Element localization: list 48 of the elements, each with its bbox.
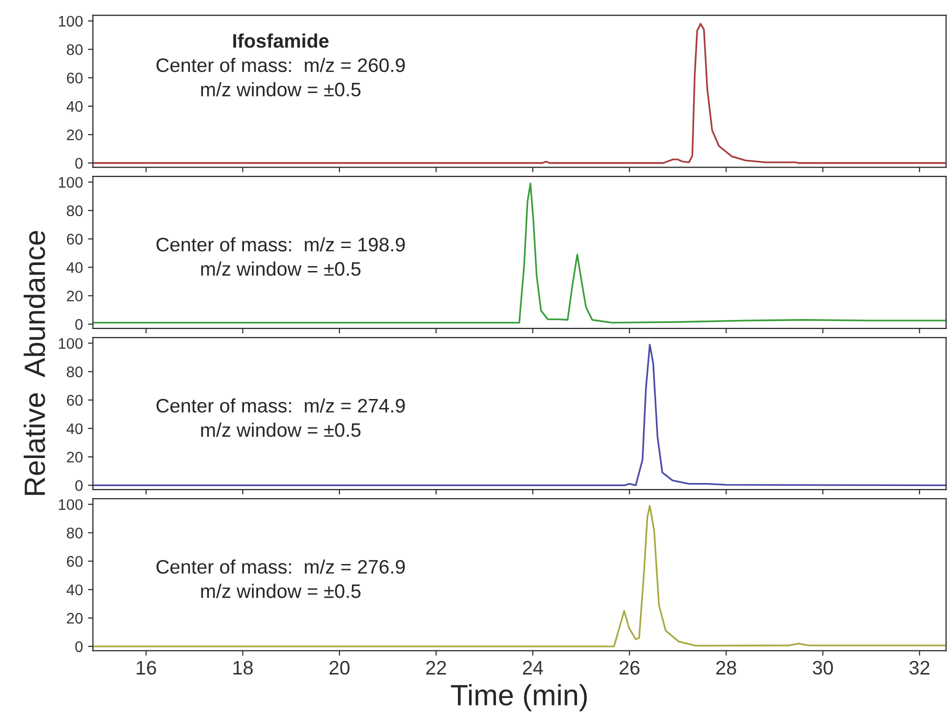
y-tick-label: 100 bbox=[58, 176, 83, 188]
line-series bbox=[92, 22, 946, 164]
y-tick-label: 60 bbox=[66, 556, 83, 567]
y-tick-label: 40 bbox=[66, 262, 83, 274]
y-tick-label: 100 bbox=[58, 499, 83, 510]
y-tick-label: 60 bbox=[66, 72, 83, 84]
annotation: m/z window = ±0.5 bbox=[201, 584, 361, 598]
annotation: m/z window = ±0.5 bbox=[201, 82, 361, 96]
annotation: Center of mass: m/z = 198.9 bbox=[156, 237, 405, 252]
annotation: m/z window = ±0.5 bbox=[201, 422, 361, 437]
y-tick-label: 60 bbox=[66, 234, 83, 245]
y-tick-label: 20 bbox=[66, 129, 83, 140]
annotation: m/z window = ±0.5 bbox=[201, 262, 361, 276]
line-series bbox=[92, 344, 946, 486]
y-tick-label: 20 bbox=[66, 290, 83, 302]
y-tick-label: 0 bbox=[75, 480, 83, 491]
line-series bbox=[92, 182, 946, 324]
y-tick-label: 80 bbox=[66, 44, 83, 56]
y-tick-label: 20 bbox=[66, 452, 83, 463]
y-tick-label: 100 bbox=[58, 16, 83, 27]
x-tick-label: 24 bbox=[522, 660, 544, 674]
x-tick-label: 22 bbox=[426, 660, 446, 674]
y-tick-label: 0 bbox=[75, 158, 83, 169]
x-tick-label: 28 bbox=[716, 660, 736, 675]
x-tick-label: 30 bbox=[812, 660, 833, 675]
y-axis-title: Relative Abundance bbox=[24, 231, 46, 495]
annotation: Center of mass: m/z = 274.9 bbox=[156, 398, 405, 413]
annotation: Center of mass: m/z = 276.9 bbox=[156, 559, 405, 574]
x-tick-label: 16 bbox=[136, 660, 156, 675]
x-tick-label: 20 bbox=[330, 660, 350, 675]
y-tick-label: 40 bbox=[66, 584, 83, 596]
annotation: Center of mass: m/z = 260.9 bbox=[156, 58, 405, 72]
y-tick-label: 80 bbox=[66, 528, 83, 538]
y-tick-label: 40 bbox=[66, 423, 83, 434]
x-tick-label: 18 bbox=[233, 660, 253, 675]
text: Ifosfamide bbox=[233, 34, 329, 48]
y-tick-label: 80 bbox=[66, 205, 83, 216]
y-tick-label: 100 bbox=[58, 338, 83, 349]
x-tick-label: 32 bbox=[909, 660, 930, 675]
line-series bbox=[92, 504, 946, 648]
x-axis-title: Time (min) bbox=[451, 684, 587, 712]
y-tick-label: 80 bbox=[66, 366, 83, 378]
y-tick-label: 60 bbox=[66, 394, 83, 406]
x-tick-label: 26 bbox=[620, 660, 640, 675]
y-tick-label: 0 bbox=[75, 319, 83, 330]
y-tick-label: 0 bbox=[75, 641, 83, 652]
y-tick-label: 20 bbox=[66, 612, 83, 624]
y-tick-label: 40 bbox=[66, 101, 83, 112]
